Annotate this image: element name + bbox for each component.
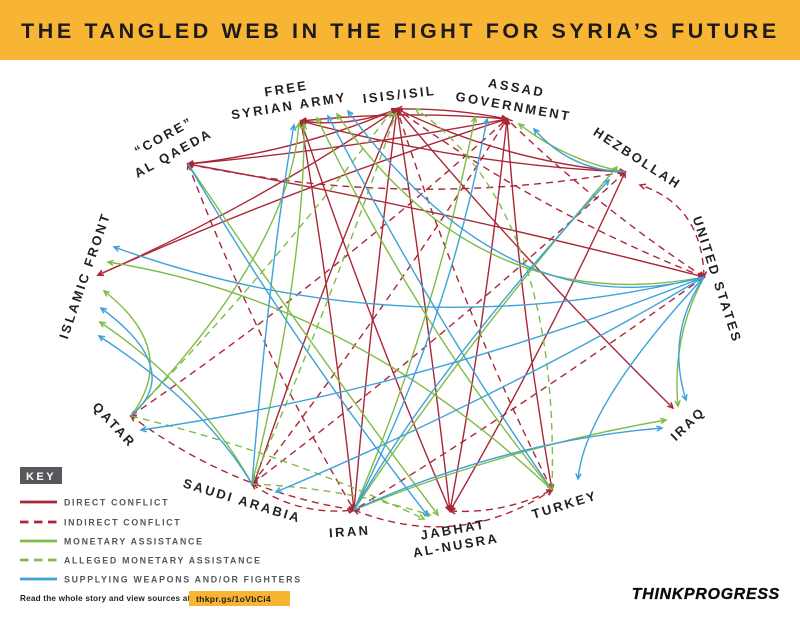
svg-text:Read the whole story and view: Read the whole story and view sources at [20,594,191,603]
svg-text:thkpr.gs/1oVbCi4: thkpr.gs/1oVbCi4 [196,594,271,604]
svg-text:MONETARY ASSISTANCE: MONETARY ASSISTANCE [64,537,204,547]
svg-text:KEY: KEY [26,471,56,483]
svg-text:SUPPLYING WEAPONS AND/OR FIGHT: SUPPLYING WEAPONS AND/OR FIGHTERS [64,575,302,585]
svg-text:IRAN: IRAN [329,523,371,541]
svg-text:ALLEGED MONETARY ASSISTANCE: ALLEGED MONETARY ASSISTANCE [64,556,262,566]
svg-text:THE TANGLED WEB IN THE FIGHT F: THE TANGLED WEB IN THE FIGHT FOR SYRIA’S… [21,19,780,43]
svg-text:DIRECT CONFLICT: DIRECT CONFLICT [64,498,169,508]
svg-text:INDIRECT CONFLICT: INDIRECT CONFLICT [64,518,181,528]
svg-text:FREE: FREE [263,78,309,100]
svg-text:THINKPROGRESS: THINKPROGRESS [632,586,780,603]
